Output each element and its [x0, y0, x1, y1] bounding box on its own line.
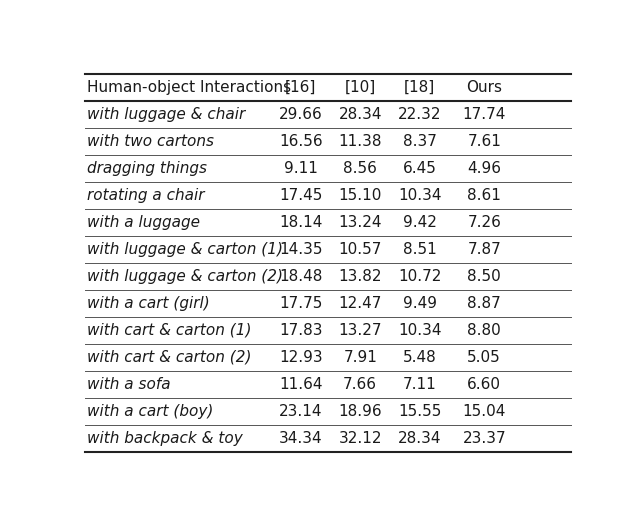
Text: with a sofa: with a sofa — [88, 377, 171, 392]
Text: 17.83: 17.83 — [279, 322, 323, 338]
Text: 8.61: 8.61 — [467, 188, 501, 203]
Text: 8.80: 8.80 — [467, 322, 501, 338]
Text: 34.34: 34.34 — [279, 431, 323, 446]
Text: 8.51: 8.51 — [403, 242, 436, 256]
Text: with two cartons: with two cartons — [88, 134, 214, 149]
Text: 13.27: 13.27 — [339, 322, 382, 338]
Text: [18]: [18] — [404, 80, 435, 95]
Text: 7.61: 7.61 — [467, 134, 501, 149]
Text: 7.91: 7.91 — [343, 350, 377, 364]
Text: 12.93: 12.93 — [279, 350, 323, 364]
Text: 17.74: 17.74 — [463, 106, 506, 121]
Text: with a luggage: with a luggage — [88, 214, 200, 230]
Text: [16]: [16] — [285, 80, 316, 95]
Text: 7.87: 7.87 — [467, 242, 501, 256]
Text: 4.96: 4.96 — [467, 160, 501, 176]
Text: with backpack & toy: with backpack & toy — [88, 431, 243, 446]
Text: 22.32: 22.32 — [398, 106, 442, 121]
Text: 15.10: 15.10 — [339, 188, 382, 203]
Text: 7.11: 7.11 — [403, 377, 436, 392]
Text: with a cart (boy): with a cart (boy) — [88, 403, 214, 418]
Text: with cart & carton (2): with cart & carton (2) — [88, 350, 252, 364]
Text: 17.45: 17.45 — [279, 188, 323, 203]
Text: 18.96: 18.96 — [339, 403, 382, 418]
Text: dragging things: dragging things — [88, 160, 207, 176]
Text: 10.72: 10.72 — [398, 268, 442, 284]
Text: 17.75: 17.75 — [279, 296, 323, 310]
Text: 13.24: 13.24 — [339, 214, 382, 230]
Text: 9.11: 9.11 — [284, 160, 317, 176]
Text: 28.34: 28.34 — [398, 431, 442, 446]
Text: 16.56: 16.56 — [279, 134, 323, 149]
Text: 6.45: 6.45 — [403, 160, 436, 176]
Text: with cart & carton (1): with cart & carton (1) — [88, 322, 252, 338]
Text: 7.26: 7.26 — [467, 214, 501, 230]
Text: 8.87: 8.87 — [467, 296, 501, 310]
Text: with luggage & chair: with luggage & chair — [88, 106, 246, 121]
Text: 18.48: 18.48 — [279, 268, 323, 284]
Text: 11.64: 11.64 — [279, 377, 323, 392]
Text: 15.04: 15.04 — [463, 403, 506, 418]
Text: 5.05: 5.05 — [467, 350, 501, 364]
Text: 11.38: 11.38 — [339, 134, 382, 149]
Text: 15.55: 15.55 — [398, 403, 442, 418]
Text: Human-object Interactions: Human-object Interactions — [88, 80, 292, 95]
Text: with luggage & carton (2): with luggage & carton (2) — [88, 268, 284, 284]
Text: 10.34: 10.34 — [398, 322, 442, 338]
Text: 10.34: 10.34 — [398, 188, 442, 203]
Text: 29.66: 29.66 — [279, 106, 323, 121]
Text: [10]: [10] — [344, 80, 376, 95]
Text: 13.82: 13.82 — [339, 268, 382, 284]
Text: 6.60: 6.60 — [467, 377, 501, 392]
Text: 9.42: 9.42 — [403, 214, 436, 230]
Text: Ours: Ours — [466, 80, 502, 95]
Text: 32.12: 32.12 — [339, 431, 382, 446]
Text: 23.14: 23.14 — [279, 403, 323, 418]
Text: 9.49: 9.49 — [403, 296, 436, 310]
Text: with luggage & carton (1): with luggage & carton (1) — [88, 242, 284, 256]
Text: 10.57: 10.57 — [339, 242, 382, 256]
Text: 23.37: 23.37 — [463, 431, 506, 446]
Text: 12.47: 12.47 — [339, 296, 382, 310]
Text: 7.66: 7.66 — [343, 377, 377, 392]
Text: 8.56: 8.56 — [343, 160, 377, 176]
Text: 5.48: 5.48 — [403, 350, 436, 364]
Text: 8.50: 8.50 — [467, 268, 501, 284]
Text: 8.37: 8.37 — [403, 134, 436, 149]
Text: 18.14: 18.14 — [279, 214, 323, 230]
Text: 14.35: 14.35 — [279, 242, 323, 256]
Text: rotating a chair: rotating a chair — [88, 188, 205, 203]
Text: with a cart (girl): with a cart (girl) — [88, 296, 210, 310]
Text: 28.34: 28.34 — [339, 106, 382, 121]
